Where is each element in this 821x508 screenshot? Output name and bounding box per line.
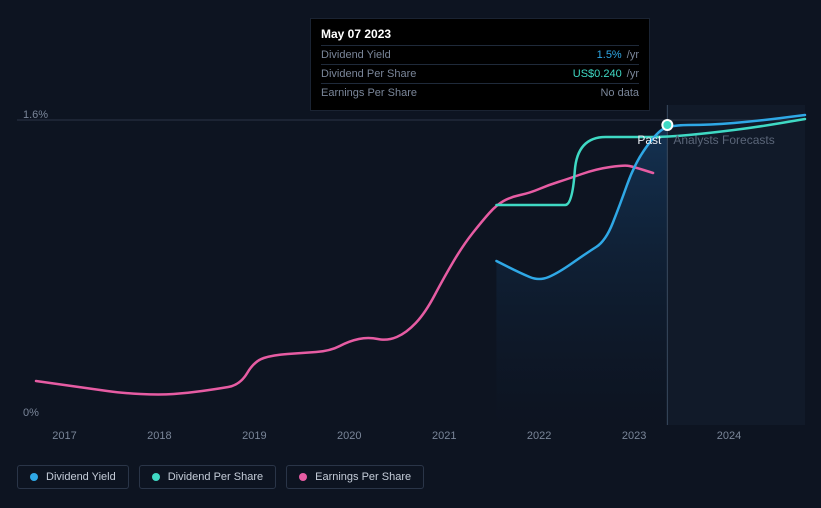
chart-tooltip: May 07 2023 Dividend Yield1.5% /yrDivide… (310, 18, 650, 111)
tooltip-row: Earnings Per Share No data (321, 83, 639, 102)
x-axis-tick: 2024 (717, 430, 741, 442)
tooltip-row-value: No data (600, 87, 639, 99)
legend-dot-icon (30, 473, 38, 481)
hover-marker (662, 120, 672, 130)
y-axis-max-label: 1.6% (23, 109, 48, 121)
legend-label: Earnings Per Share (315, 471, 411, 483)
tooltip-row: Dividend Per Share US$0.240 /yr (321, 64, 639, 83)
x-axis-tick: 2022 (527, 430, 551, 442)
chart-legend: Dividend Yield Dividend Per Share Earnings… (17, 465, 424, 489)
legend-dot-icon (152, 473, 160, 481)
tooltip-row-label: Dividend Yield (321, 49, 391, 61)
legend-dot-icon (299, 473, 307, 481)
plot-area (17, 105, 805, 425)
tooltip-row-value: 1.5% (597, 49, 622, 61)
tooltip-row-label: Earnings Per Share (321, 87, 417, 99)
chart-svg (17, 105, 805, 425)
legend-label: Dividend Yield (46, 471, 116, 483)
tooltip-row-label: Dividend Per Share (321, 68, 416, 80)
x-axis-tick: 2019 (242, 430, 266, 442)
x-axis: 2017 2018 2019 2020 2021 2022 2023 2024 (17, 430, 805, 450)
legend-item[interactable]: Dividend Per Share (139, 465, 276, 489)
tooltip-row-unit: /yr (624, 49, 639, 61)
legend-item[interactable]: Dividend Yield (17, 465, 129, 489)
past-region-label: Past (637, 133, 661, 147)
x-axis-tick: 2020 (337, 430, 361, 442)
tooltip-row-value: US$0.240 (573, 68, 622, 80)
x-axis-tick: 2018 (147, 430, 171, 442)
tooltip-row: Dividend Yield 1.5% /yr (321, 45, 639, 64)
legend-item[interactable]: Earnings Per Share (286, 465, 424, 489)
tooltip-row-unit: /yr (624, 68, 639, 80)
dividend-chart: May 07 2023 Dividend Yield1.5% /yrDivide… (0, 0, 821, 508)
x-axis-tick: 2021 (432, 430, 456, 442)
y-axis-min-label: 0% (23, 407, 39, 419)
legend-label: Dividend Per Share (168, 471, 263, 483)
x-axis-tick: 2017 (52, 430, 76, 442)
tooltip-date: May 07 2023 (321, 27, 639, 45)
x-axis-tick: 2023 (622, 430, 646, 442)
forecast-region-label: Analysts Forecasts (673, 133, 774, 147)
